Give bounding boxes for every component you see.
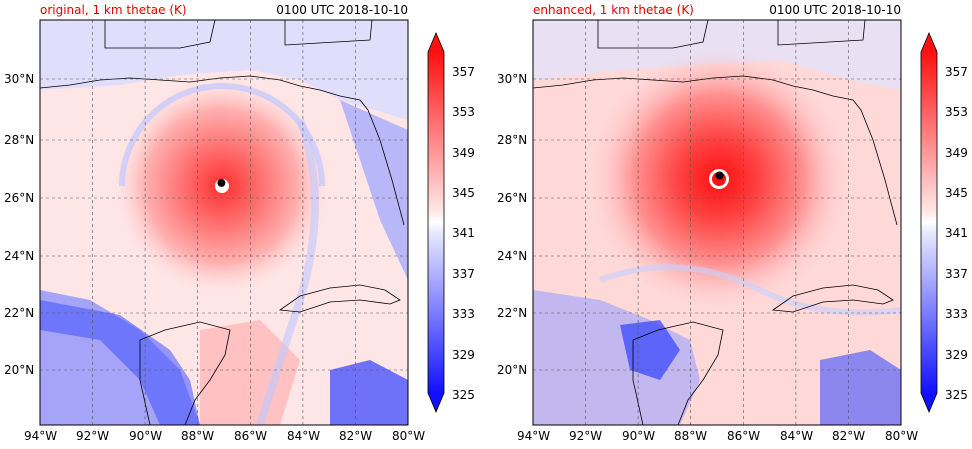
lat-tick: 26°N [4,191,35,205]
colorbar-tick: 329 [452,348,475,362]
lat-tick: 24°N [4,249,35,263]
state-border-2 [284,20,373,46]
cool-band-east [340,100,408,280]
map-panel-original [40,20,408,425]
map-frame-right [532,19,902,426]
lon-tick: 80°W [885,429,919,443]
map-frame-left [39,19,409,426]
lon-tick: 90°W [622,429,656,443]
colorbar-tick: 333 [945,307,968,321]
lon-tick: 88°W [674,429,708,443]
lon-tick: 94°W [24,429,58,443]
cool-core-south [330,360,408,425]
cuba-outline [771,284,894,313]
colorbar-right [920,31,938,414]
colorbar-left [427,31,445,414]
lat-tick: 28°N [497,133,528,147]
lon-tick: 82°W [832,429,866,443]
lon-tick: 84°W [780,429,814,443]
spiral-band [598,264,901,316]
lon-tick: 82°W [339,429,373,443]
lon-tick: 84°W [287,429,321,443]
colorbar-tick: 325 [945,388,968,402]
lat-tick: 20°N [497,363,528,377]
colorbar-body [428,52,444,393]
colorbar-tick: 337 [452,267,475,281]
colorbar-body [921,52,937,393]
colorbar-tick: 349 [452,146,475,160]
colorbar-tick: 353 [452,105,475,119]
us-gulf-coastline [533,75,898,226]
colorbar-tick: 357 [945,65,968,79]
yucatan-outline [632,321,724,425]
colorbar-tick: 325 [452,388,475,402]
lat-tick: 30°N [497,72,528,86]
lon-tick: 88°W [181,429,215,443]
panel-title-left-enhanced: enhanced, 1 km thetae (K) [533,3,694,17]
lon-tick: 92°W [569,429,603,443]
us-gulf-coastline [40,75,405,226]
state-border-2 [777,20,866,46]
lat-tick: 26°N [497,191,528,205]
colorbar-tick: 345 [452,186,475,200]
lat-tick: 22°N [4,306,35,320]
lat-tick: 30°N [4,72,35,86]
graticule [40,20,408,425]
warm-region-south [200,320,300,425]
lon-tick: 92°W [76,429,110,443]
cuba-outline [278,284,401,313]
lon-tick: 94°W [517,429,551,443]
colorbar-tick: 333 [452,307,475,321]
spiral-band [119,83,325,187]
storm-center-marker [715,171,724,180]
colorbar-tick: 357 [452,65,475,79]
colorbar-tick: 353 [945,105,968,119]
cool-band-southwest [533,290,700,425]
state-border [597,20,709,49]
panel-title-left-original: original, 1 km thetae (K) [40,3,187,17]
lat-tick: 22°N [497,306,528,320]
lat-tick: 20°N [4,363,35,377]
colorbar-tick: 341 [452,226,475,240]
cool-region-north [40,20,408,120]
panel-time-original: 0100 UTC 2018-10-10 [276,3,408,17]
colorbar-tick: 345 [945,186,968,200]
cool-core-yucatan [620,320,680,380]
storm-center-marker [217,178,226,187]
lat-tick: 28°N [4,133,35,147]
graticule [533,20,901,425]
cool-core-south [820,350,901,425]
colorbar-tick: 349 [945,146,968,160]
lon-tick: 86°W [234,429,268,443]
map-panel-enhanced [533,20,901,425]
panel-time-enhanced: 0100 UTC 2018-10-10 [769,3,901,17]
outer-band [256,118,319,425]
lon-tick: 90°W [129,429,163,443]
colorbar-tick: 341 [945,226,968,240]
cool-core-southwest [40,300,200,425]
lon-tick: 80°W [392,429,426,443]
colorbar-tick: 337 [945,267,968,281]
lon-tick: 86°W [727,429,761,443]
yucatan-outline [139,321,231,425]
colorbar-tick: 329 [945,348,968,362]
lat-tick: 24°N [497,249,528,263]
state-border [104,20,216,49]
